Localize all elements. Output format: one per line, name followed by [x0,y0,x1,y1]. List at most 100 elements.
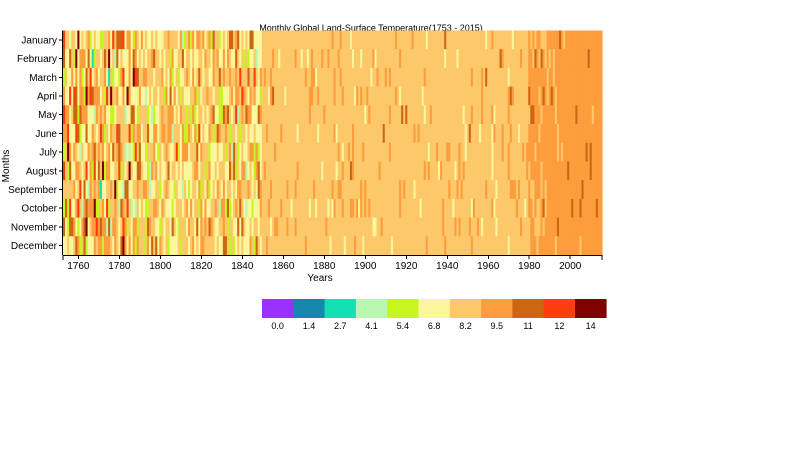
heatmap-cell [546,142,550,162]
heatmap-cell [536,105,540,125]
heatmap-cell [474,161,478,181]
heatmap-cell [466,105,470,125]
heatmap-cell [153,142,156,162]
heatmap-cell [75,236,78,256]
heatmap-cell [212,180,216,200]
heatmap-cell [73,161,76,181]
heatmap-cell [142,217,146,237]
heatmap-cell [440,217,443,237]
heatmap-cell [429,30,433,50]
heatmap-cell [382,30,386,50]
heatmap-cell [585,49,589,69]
heatmap-cell [321,198,324,218]
heatmap-cell [263,180,267,200]
heatmap-cell [179,161,183,181]
heatmap-cell [429,142,433,162]
heatmap-cell [310,86,314,106]
heatmap-cell [212,86,216,106]
heatmap-cell [132,217,136,237]
heatmap-cell [417,105,421,125]
heatmap-cell [397,105,400,125]
heatmap-cell [481,161,484,181]
heatmap-cell [380,217,384,237]
y-tick-label: August [26,166,57,177]
heatmap-cell [85,180,89,200]
heatmap-cell [370,105,374,125]
heatmap-cell [550,105,554,125]
heatmap-cell [595,198,599,218]
heatmap-cell [259,49,263,69]
heatmap-cell [93,86,97,106]
heatmap-cell [79,67,83,88]
heatmap-cell [411,180,415,200]
heatmap-cell [83,142,87,162]
heatmap-cell [210,86,214,106]
heatmap-cell [458,217,462,237]
heatmap-cell [442,105,445,125]
heatmap-cell [495,180,499,200]
heatmap-cell [63,161,66,181]
heatmap-cell [511,142,515,162]
heatmap-cell [95,49,99,69]
legend-label: 14 [586,321,596,331]
heatmap-cell [489,86,492,106]
heatmap-cell [151,180,154,200]
heatmap-cell [548,217,552,237]
heatmap-cell [581,217,585,237]
heatmap-cell [95,124,99,144]
heatmap-cell [321,142,324,162]
heatmap-cell [483,105,486,125]
heatmap-cell [198,30,201,50]
heatmap-cell [214,86,218,106]
heatmap-cell [573,49,576,69]
heatmap-cell [556,198,560,218]
heatmap-cell [485,49,488,69]
heatmap-cell [403,217,406,237]
heatmap-cell [392,236,396,256]
heatmap-cell [235,86,238,106]
heatmap-cell [349,180,353,200]
heatmap-cell [558,67,562,88]
heatmap-cell [306,30,310,50]
heatmap-cell [327,124,331,144]
heatmap-cell [380,236,384,256]
heatmap-cell [302,180,306,200]
heatmap-cell [565,161,568,181]
heatmap-cell [571,105,574,125]
heatmap-cell [259,30,263,50]
heatmap-cell [528,236,531,256]
heatmap-cell [472,217,476,237]
heatmap-cell [456,49,460,69]
heatmap-cell [149,180,152,200]
heatmap-cell [530,67,533,88]
heatmap-cell [378,124,382,144]
heatmap-cell [229,86,232,106]
heatmap-cell [290,30,294,50]
heatmap-cell [308,142,312,162]
heatmap-cell [202,161,206,181]
heatmap-cell [343,124,347,144]
heatmap-cell [239,217,242,237]
heatmap-cell [103,180,107,200]
heatmap-cell [67,180,70,200]
heatmap-cell [298,105,302,125]
heatmap-cell [415,105,419,125]
heatmap-cell [151,161,154,181]
heatmap-cell [75,180,78,200]
heatmap-cell [308,180,312,200]
heatmap-cell [544,49,548,69]
heatmap-cell [71,142,74,162]
color-legend: 0.0 1.4 2.7 4.1 5.4 6.8 8.2 9.5 11 12 14 [262,299,607,331]
heatmap-cell [407,217,410,237]
heatmap-cell [474,67,478,88]
heatmap-cell [269,180,273,200]
heatmap-cell [368,49,372,69]
heatmap-cell [183,30,187,50]
heatmap-cell [356,142,359,162]
heatmap-cell [489,49,492,69]
heatmap-cell [65,30,68,50]
heatmap-cell [106,161,109,181]
heatmap-cell [321,49,324,69]
heatmap-cell [507,124,511,144]
heatmap-cell [444,105,447,125]
